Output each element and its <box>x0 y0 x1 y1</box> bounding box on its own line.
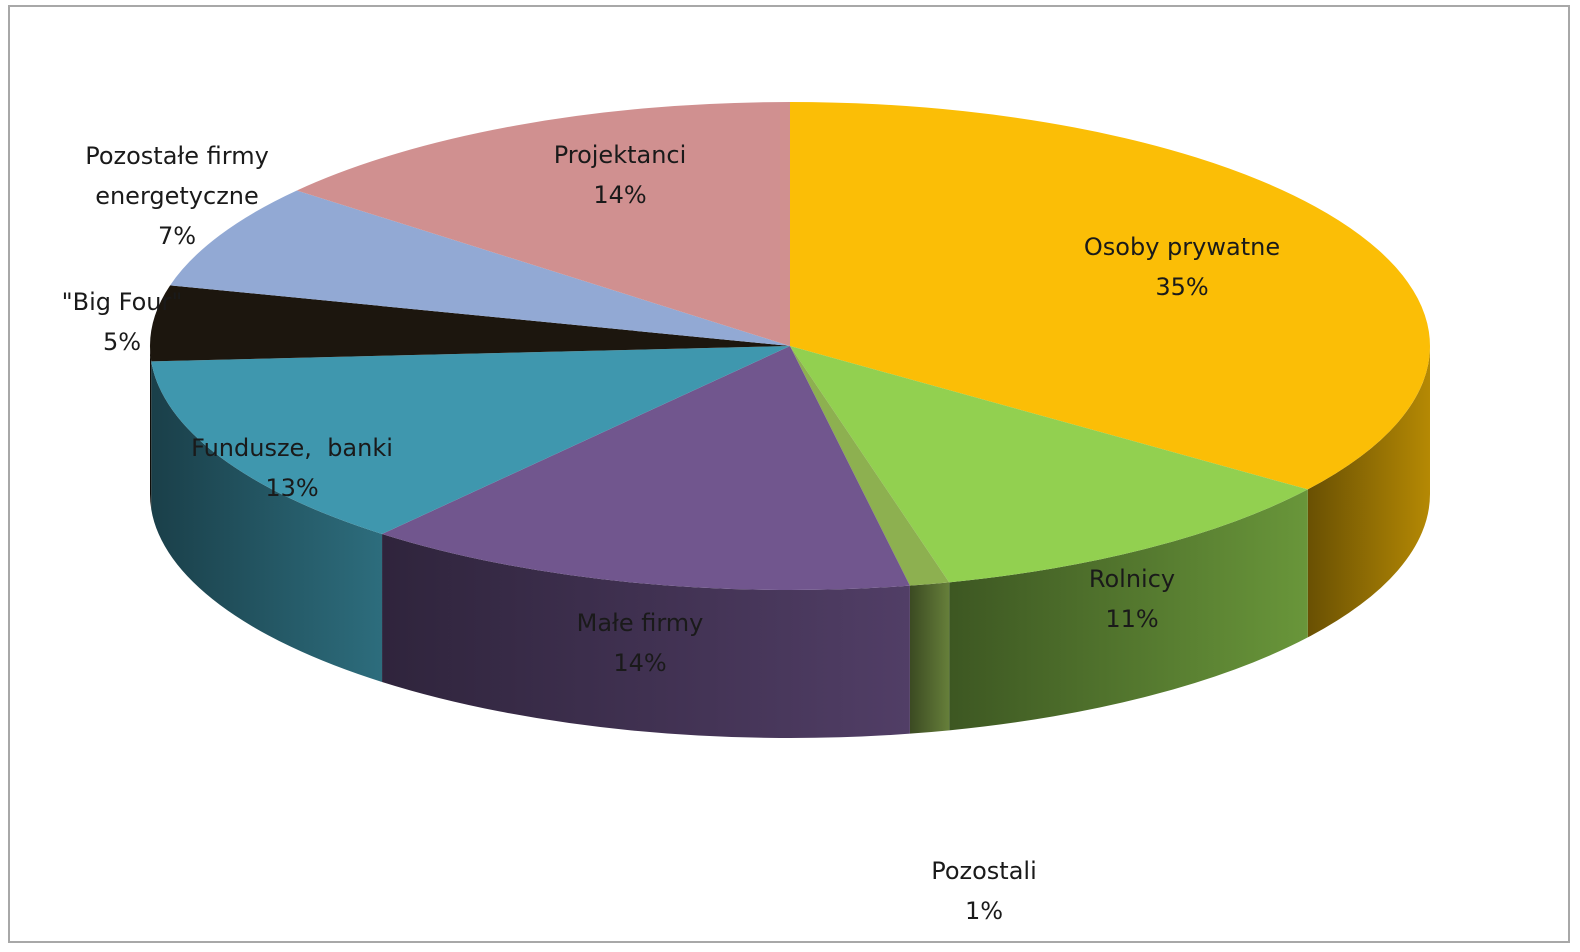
slice-name-pozostali: Pozostali <box>931 857 1037 885</box>
chart-frame: Osoby prywatne 35% Rolnicy 11% Pozostali 1% Ma… <box>8 5 1570 943</box>
slice-label-pozostali: Pozostali 1% <box>931 857 1037 925</box>
slice-percent-pozostale-firmy-energetyczne: 7% <box>158 222 196 250</box>
slice-label-big-four: "Big Four" 5% <box>62 288 183 356</box>
slice-label-rolnicy: Rolnicy 11% <box>1089 565 1175 633</box>
slice-name-pozostale-firmy-energetyczne: energetyczne <box>95 182 259 210</box>
slice-label-pozostale-firmy-energetyczne: Pozostałe firmy energetyczne 7% <box>85 142 269 250</box>
slice-percent-big-four: 5% <box>103 328 141 356</box>
slice-name-big-four: "Big Four" <box>62 288 183 316</box>
slice-name-osoby-prywatne: Osoby prywatne <box>1084 233 1280 261</box>
slice-percent-fundusze-banki: 13% <box>265 474 318 502</box>
slice-name-projektanci: Projektanci <box>554 141 687 169</box>
pie-side-osoby-prywatne <box>1307 346 1430 638</box>
slice-label-fundusze-banki: Fundusze, banki 13% <box>191 434 393 502</box>
slice-name-fundusze-banki: Fundusze, banki <box>191 434 393 462</box>
slice-name-pozostale-firmy-energetyczne: Pozostałe firmy <box>85 142 269 170</box>
pie-side-big-four <box>150 346 152 510</box>
pie-slice-projektanci <box>296 102 790 346</box>
pie-top-layer <box>149 102 1430 590</box>
pie-slice-pozostale-firmy-energetyczne <box>170 190 790 346</box>
slice-percent-pozostali: 1% <box>965 897 1003 925</box>
pie-slice-male-firmy <box>382 346 910 590</box>
pie-side-male-firmy <box>382 534 910 738</box>
pie-slice-pozostali <box>790 346 950 586</box>
slice-name-male-firmy: Małe firmy <box>577 609 704 637</box>
slice-percent-rolnicy: 11% <box>1105 605 1158 633</box>
pie-side-fundusze-banki <box>151 361 383 683</box>
pie-slice-osoby-prywatne <box>790 102 1430 490</box>
pie-side-rolnicy <box>949 489 1308 731</box>
slice-percent-projektanci: 14% <box>593 181 646 209</box>
slice-percent-osoby-prywatne: 35% <box>1155 273 1208 301</box>
slice-percent-male-firmy: 14% <box>613 649 666 677</box>
pie-label-layer: Osoby prywatne 35% Rolnicy 11% Pozostali 1% Ma… <box>62 141 1280 925</box>
slice-label-osoby-prywatne: Osoby prywatne 35% <box>1084 233 1280 301</box>
pie-slice-rolnicy <box>790 346 1308 583</box>
slice-label-projektanci: Projektanci 14% <box>554 141 687 209</box>
pie-slice-fundusze-banki <box>151 346 791 535</box>
pie-side-pozostali <box>909 582 950 734</box>
pie-chart: Osoby prywatne 35% Rolnicy 11% Pozostali 1% Ma… <box>62 102 1430 925</box>
pie-slice-big-four <box>149 285 790 362</box>
pie-side-layer <box>150 346 1430 738</box>
slice-label-male-firmy: Małe firmy 14% <box>577 609 704 677</box>
slice-name-rolnicy: Rolnicy <box>1089 565 1175 593</box>
